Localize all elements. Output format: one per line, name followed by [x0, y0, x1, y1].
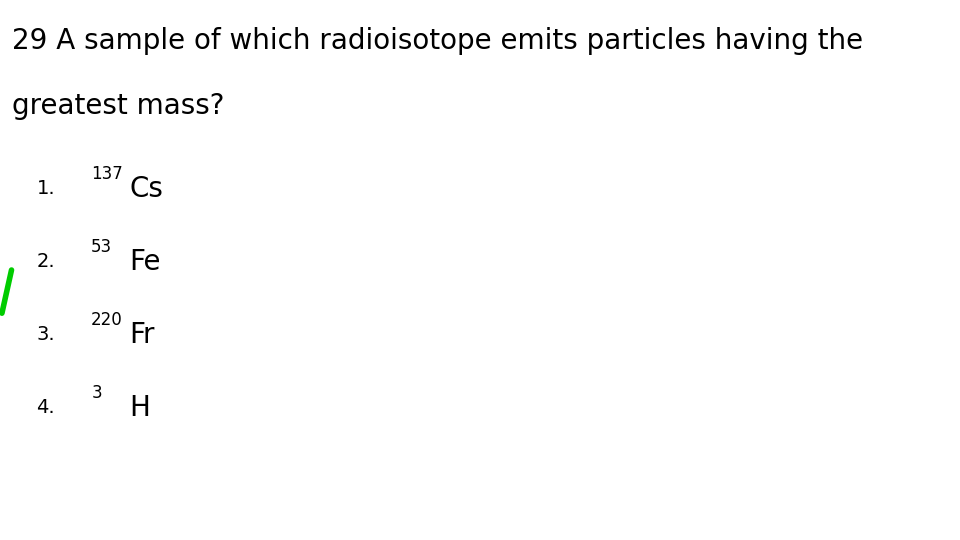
Text: H: H	[130, 394, 151, 422]
Text: 2.: 2.	[36, 252, 55, 272]
Text: Fe: Fe	[130, 248, 161, 276]
Text: Cs: Cs	[130, 175, 163, 203]
Text: 220: 220	[91, 310, 123, 329]
Text: 29 A sample of which radioisotope emits particles having the: 29 A sample of which radioisotope emits …	[12, 27, 864, 55]
Text: 137: 137	[91, 165, 123, 183]
Text: 3.: 3.	[36, 325, 55, 345]
Text: greatest mass?: greatest mass?	[12, 92, 225, 120]
Text: 53: 53	[91, 238, 112, 256]
Text: Fr: Fr	[130, 321, 156, 349]
Text: 3: 3	[91, 383, 102, 402]
Text: 1.: 1.	[36, 179, 55, 199]
Text: 4.: 4.	[36, 398, 55, 417]
